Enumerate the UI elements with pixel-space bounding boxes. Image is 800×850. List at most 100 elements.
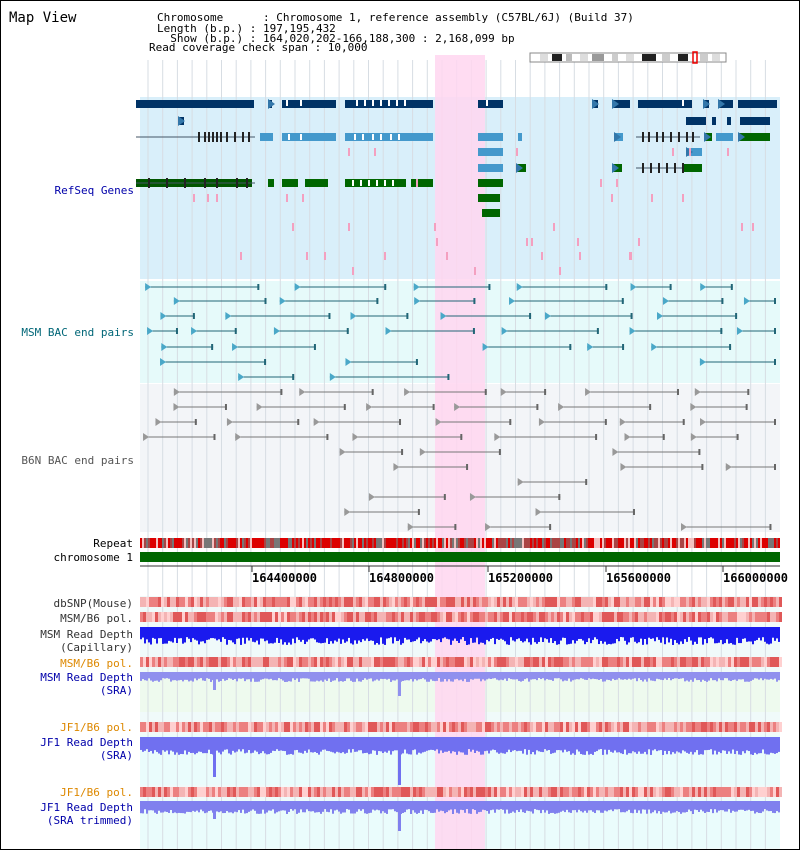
dbsnp-cell xyxy=(686,597,689,607)
jf1-b6-pol-cell xyxy=(515,787,518,797)
repeat-segment xyxy=(250,538,252,548)
jf1-b6-pol-cell xyxy=(317,722,320,732)
repeat-segment xyxy=(500,538,502,548)
jf1-trimmed-depth-bar xyxy=(152,801,154,811)
jf1-b6-pol-cell xyxy=(761,787,764,797)
msm-sra-depth-bar xyxy=(504,672,506,679)
jf1-trimmed-depth-bar xyxy=(578,801,580,810)
repeat-segment xyxy=(210,538,212,548)
msm-b6-pol-cell xyxy=(614,657,617,667)
jf1-sra-depth-bar xyxy=(612,737,614,753)
track-label-msm-depth-sra[interactable]: MSM Read Depth xyxy=(40,671,133,684)
repeat-segment xyxy=(244,538,246,548)
track-label-msm-b6-pol-1[interactable]: MSM/B6 pol. xyxy=(60,612,133,625)
msm-b6-pol-cell xyxy=(179,657,182,667)
repeat-segment xyxy=(694,538,696,548)
dbsnp-cell xyxy=(461,597,464,607)
track-label-b6n-bac-end-pairs[interactable]: B6N BAC end pairs xyxy=(21,454,134,467)
repeat-segment xyxy=(536,538,538,548)
msm-sra-depth-bar xyxy=(736,672,738,681)
track-label-jf1-b6-pol-1[interactable]: JF1/B6 pol. xyxy=(60,721,133,734)
msm-capillary-depth-bar xyxy=(146,627,148,640)
msm-sra-depth-bar xyxy=(564,672,566,681)
msm-b6-pol-cell xyxy=(347,612,350,622)
jf1-b6-pol-cell xyxy=(296,787,299,797)
jf1-b6-pol-cell xyxy=(701,722,704,732)
dbsnp-cell xyxy=(692,597,695,607)
msm-sra-depth-bar xyxy=(748,672,750,682)
msm-bac-end-arrow xyxy=(440,312,447,320)
msm-capillary-depth-bar xyxy=(406,627,408,640)
msm-sra-depth-bar xyxy=(528,672,530,682)
b6n-bac-end-tick xyxy=(747,389,750,395)
jf1-b6-pol-cell xyxy=(293,722,296,732)
jf1-sra-depth-bar xyxy=(524,737,526,750)
jf1-sra-depth-bar xyxy=(674,737,676,754)
msm-b6-pol-cell xyxy=(158,612,161,622)
msm-b6-pol-cell xyxy=(263,657,266,667)
ideogram-band xyxy=(700,54,708,61)
track-label-chromosome[interactable]: chromosome 1 xyxy=(53,551,133,564)
jf1-b6-pol-cell xyxy=(755,722,758,732)
msm-capillary-depth-bar xyxy=(274,627,276,643)
jf1-sra-depth-bar xyxy=(264,737,266,754)
jf1-trimmed-depth-bar xyxy=(612,801,614,812)
msm-bac-end-tick xyxy=(605,284,608,290)
msm-sra-depth-bar xyxy=(520,672,522,682)
jf1-b6-pol-cell xyxy=(716,787,719,797)
msm-sra-depth-bar xyxy=(560,672,562,680)
jf1-trimmed-depth-bar xyxy=(406,801,408,810)
track-label-refseq-genes[interactable]: RefSeq Genes xyxy=(54,184,134,197)
track-label-dbsnp[interactable]: dbSNP(Mouse) xyxy=(53,597,133,610)
jf1-b6-pol-cell xyxy=(266,787,269,797)
jf1-b6-pol-cell xyxy=(389,722,392,732)
msm-b6-pol-cell xyxy=(389,612,392,622)
jf1-trimmed-depth-bar xyxy=(758,801,760,813)
track-label-msm-depth-capillary[interactable]: MSM Read Depth xyxy=(40,628,133,641)
msm-b6-pol-cell xyxy=(731,657,734,667)
jf1-b6-pol-cell xyxy=(680,787,683,797)
msm-b6-pol-cell xyxy=(494,612,497,622)
jf1-b6-pol-cell xyxy=(185,787,188,797)
msm-b6-pol-cell xyxy=(305,657,308,667)
msm-b6-pol-cell xyxy=(269,657,272,667)
jf1-b6-pol-cell xyxy=(356,787,359,797)
repeat-segment xyxy=(358,538,360,548)
msm-sra-depth-bar xyxy=(700,672,702,682)
msm-b6-pol-cell xyxy=(722,612,725,622)
jf1-trimmed-depth-bar xyxy=(174,801,176,813)
msm-capillary-depth-bar xyxy=(188,627,190,639)
jf1-sra-depth-bar xyxy=(420,737,422,754)
msm-capillary-depth-bar xyxy=(240,627,242,645)
msm-sra-depth-bar xyxy=(312,672,314,682)
track-label-repeat[interactable]: Repeat xyxy=(93,537,133,550)
repeat-segment xyxy=(626,538,628,548)
msm-capillary-depth-bar xyxy=(224,627,226,639)
track-label-jf1-depth-trimmed[interactable]: JF1 Read Depth xyxy=(40,801,133,814)
jf1-trimmed-depth-bar xyxy=(338,801,340,812)
msm-capillary-depth-bar xyxy=(502,627,504,640)
b6n-bac-end-tick xyxy=(585,479,588,485)
jf1-trimmed-depth-bar xyxy=(436,801,438,810)
jf1-b6-pol-cell xyxy=(659,787,662,797)
track-label-msm-bac-end-pairs[interactable]: MSM BAC end pairs xyxy=(21,326,134,339)
msm-b6-pol-cell xyxy=(518,612,521,622)
jf1-trimmed-depth-bar xyxy=(510,801,512,813)
msm-sra-depth-bar xyxy=(284,672,286,682)
jf1-trimmed-depth-bar xyxy=(470,801,472,814)
b6n-bac-end-arrow xyxy=(155,418,162,426)
jf1-b6-pol-cell xyxy=(680,722,683,732)
msm-b6-pol-cell xyxy=(425,612,428,622)
msm-sra-depth-bar xyxy=(344,672,346,682)
repeat-segment xyxy=(656,538,658,548)
msm-b6-pol-cell xyxy=(332,657,335,667)
track-label-msm-b6-pol-2[interactable]: MSM/B6 pol. xyxy=(60,657,133,670)
repeat-segment xyxy=(376,538,378,548)
msm-sra-depth-bar xyxy=(580,672,582,679)
b6n-bac-end-tick xyxy=(399,419,402,425)
track-label-jf1-depth-sra[interactable]: JF1 Read Depth xyxy=(40,736,133,749)
msm-sra-depth-bar xyxy=(150,672,152,681)
track-label-jf1-b6-pol-2[interactable]: JF1/B6 pol. xyxy=(60,786,133,799)
msm-sra-depth-bar xyxy=(592,672,594,679)
msm-sra-depth-bar xyxy=(760,672,762,679)
